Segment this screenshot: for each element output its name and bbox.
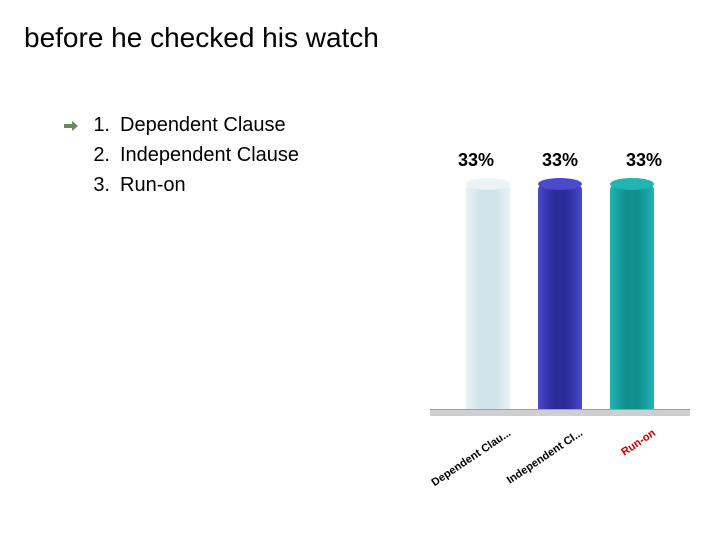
option-row: 2. Independent Clause xyxy=(64,140,299,170)
option-number: 2. xyxy=(82,140,120,170)
bars xyxy=(430,184,690,410)
poll-chart: 33% 33% 33% Dependent Clau... Independen… xyxy=(430,110,690,470)
value-label: 33% xyxy=(616,150,672,171)
plot-area xyxy=(430,184,690,416)
value-labels: 33% 33% 33% xyxy=(430,150,690,171)
option-row: 1. Dependent Clause xyxy=(64,110,299,140)
option-label: Run-on xyxy=(120,170,186,200)
value-label: 33% xyxy=(448,150,504,171)
bar-top xyxy=(538,178,582,190)
bar xyxy=(466,184,510,410)
value-label: 33% xyxy=(532,150,588,171)
bar-top xyxy=(466,178,510,190)
chart-baseline xyxy=(430,409,690,416)
bar xyxy=(538,184,582,410)
category-label: Dependent Clau... xyxy=(430,427,514,489)
option-number: 1. xyxy=(82,110,120,140)
category-label: Run-on xyxy=(619,427,658,458)
option-number: 3. xyxy=(82,170,120,200)
category-labels: Dependent Clau... Independent Cl... Run-… xyxy=(430,422,690,472)
slide-title: before he checked his watch xyxy=(24,22,379,54)
bar-top xyxy=(610,178,654,190)
option-label: Dependent Clause xyxy=(120,110,286,140)
option-row: 3. Run-on xyxy=(64,170,299,200)
option-label: Independent Clause xyxy=(120,140,299,170)
category-label: Independent Cl... xyxy=(505,427,585,487)
bar xyxy=(610,184,654,410)
arrow-icon xyxy=(64,110,82,140)
options-list: 1. Dependent Clause 2. Independent Claus… xyxy=(64,110,299,200)
